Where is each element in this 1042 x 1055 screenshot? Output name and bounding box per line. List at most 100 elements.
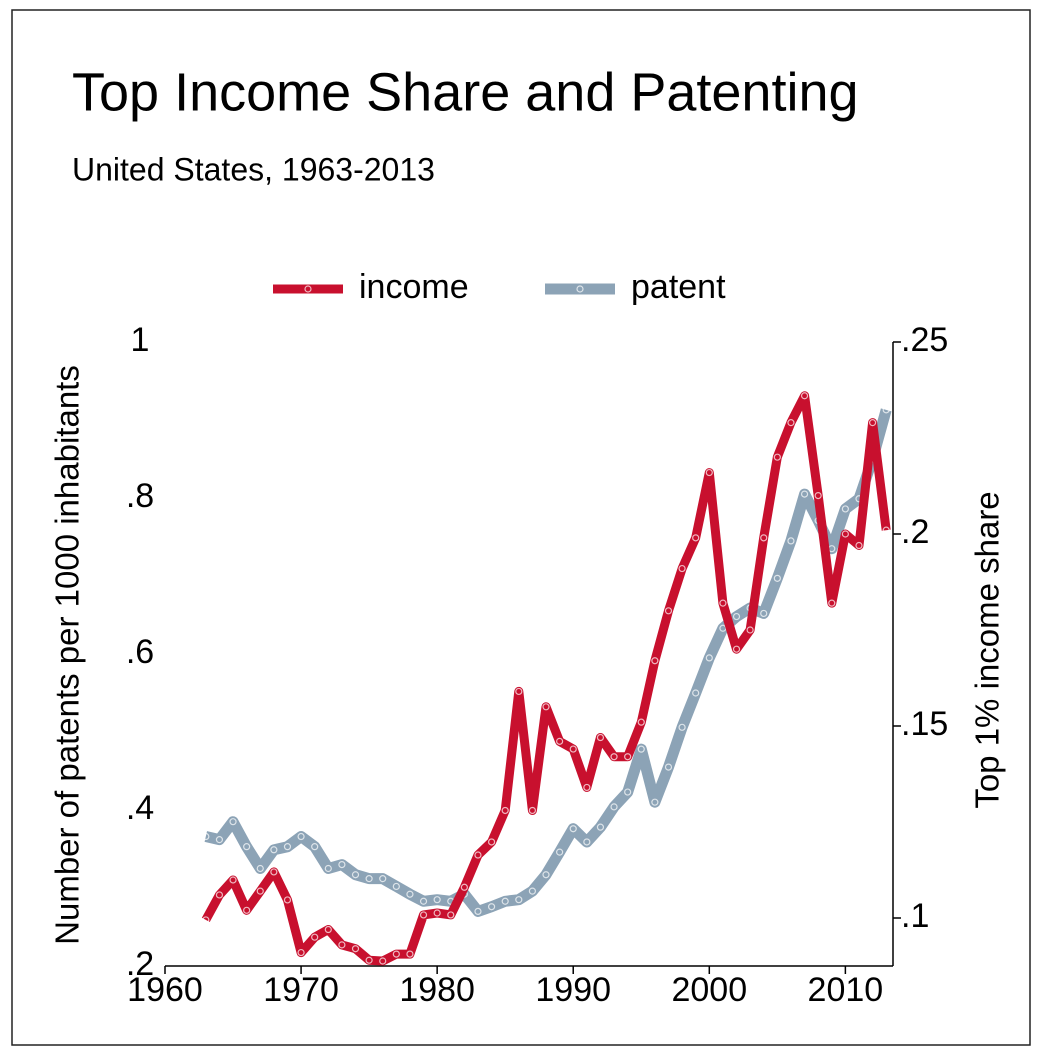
point [637,718,645,726]
y-tick-label: .4 [126,789,154,827]
y2-tick-label: .2 [901,513,929,551]
x-tick-label: 2010 [808,971,884,1009]
point [243,843,251,851]
y-tick-label: 1 [131,321,150,359]
x-tick-label: 2000 [671,971,747,1009]
point [487,838,496,846]
point [379,957,387,965]
point [338,941,346,949]
point [311,933,319,941]
point [229,818,237,826]
point [760,609,768,618]
point [501,806,509,815]
point [270,846,278,854]
point [501,897,509,905]
point [202,832,210,841]
point [637,745,645,753]
point [882,526,890,534]
point [324,864,332,873]
y2-axis-title: Top 1% income share [969,491,1006,808]
x-tick-label: 1990 [535,971,611,1009]
chart-subtitle: United States, 1963-2013 [72,151,435,187]
point [732,612,741,621]
point [746,626,754,634]
point [311,843,319,851]
point [256,887,264,895]
point [433,896,441,904]
point [297,832,305,841]
point [392,950,400,958]
point [528,806,537,815]
point [474,851,482,859]
point [882,406,890,414]
point [406,950,414,958]
y-tick-label: .6 [126,633,154,671]
x-tick-label: 1960 [127,971,203,1009]
y2-tick-label: .1 [901,897,929,935]
legend-marker [576,285,584,293]
point [283,843,292,851]
point [365,875,373,883]
point [433,909,441,917]
point [841,505,849,513]
point [569,825,577,833]
point [596,823,605,831]
point [800,490,809,498]
y2-tick-label: .25 [901,321,948,359]
point [664,607,673,615]
x-tick-label: 1970 [263,971,339,1009]
point [624,753,632,761]
legend-marker [304,285,312,293]
point [487,903,496,911]
point [596,733,605,742]
point [270,868,278,876]
point [351,871,360,879]
y-axis-title: Number of patents per 1000 inhabitants [49,365,86,945]
point [256,864,264,873]
point [297,948,305,957]
point [610,753,618,761]
point [664,763,673,771]
point [556,737,564,745]
series-line [204,408,892,917]
point [800,392,809,400]
point [528,887,537,895]
point [678,723,686,731]
point [542,871,550,879]
point [787,537,795,545]
point [202,916,210,924]
point [215,836,224,844]
point [215,891,224,899]
point [773,453,781,461]
point [515,896,523,904]
point [868,419,877,427]
point [692,534,700,542]
y-tick-label: .2 [126,945,154,983]
point [406,890,414,898]
point [556,848,564,856]
point [379,875,387,883]
y-tick-label: .8 [126,477,154,515]
point [692,689,700,697]
series-line [201,391,891,966]
point [365,956,373,964]
point [583,783,591,792]
legend-label: patent [631,268,726,306]
point [515,687,523,696]
point [828,599,836,607]
point [283,896,292,904]
chart-title: Top Income Share and Patenting [72,62,859,122]
point [324,925,332,934]
point [705,468,713,477]
point [392,882,400,891]
point [583,838,591,846]
point [542,703,550,711]
point [610,803,618,811]
point [651,798,659,806]
point [678,564,686,573]
y2-tick-label: .15 [901,705,948,743]
point [773,574,781,582]
point [474,907,482,916]
point [419,897,428,905]
